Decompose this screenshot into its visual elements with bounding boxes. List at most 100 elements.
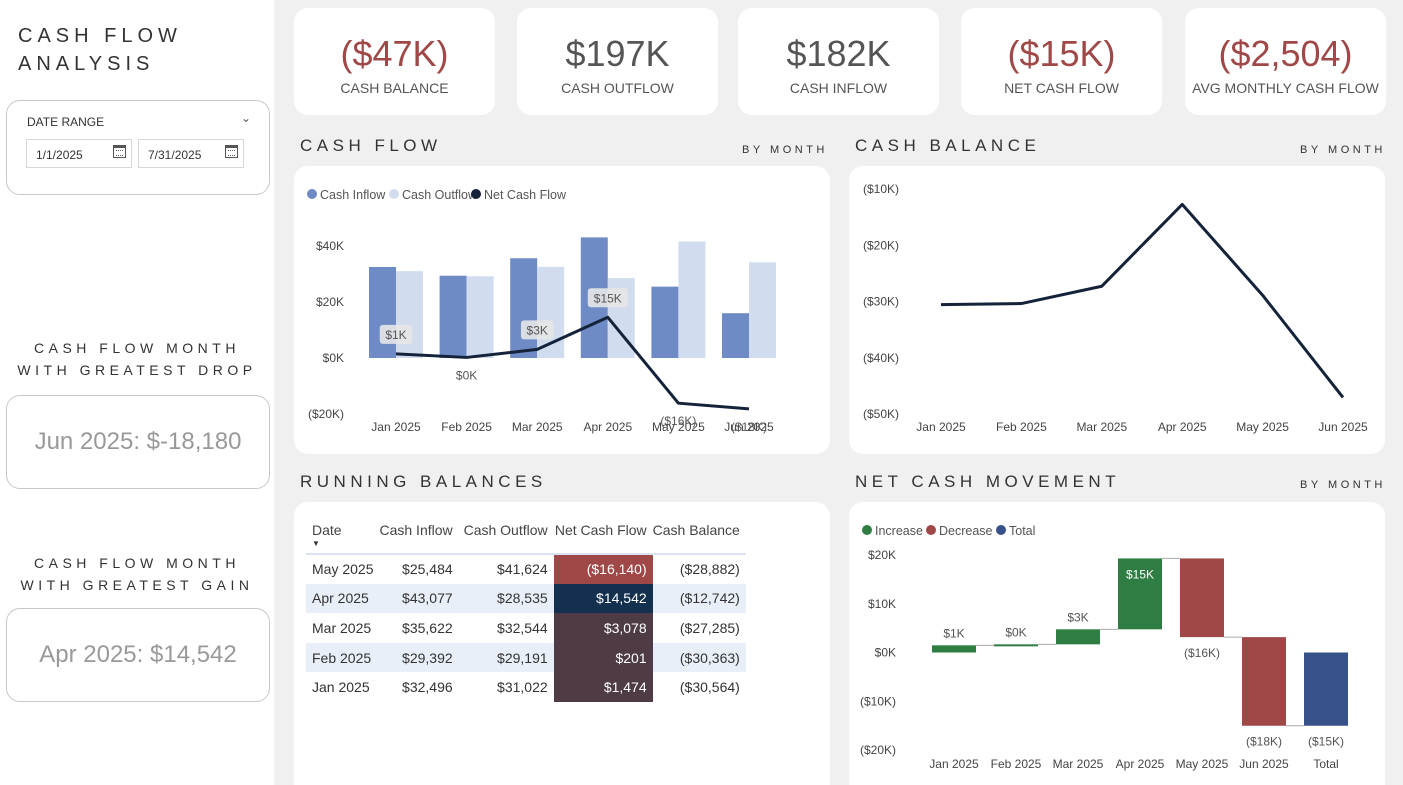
x-tick-label: Jan 2025	[371, 420, 421, 434]
net-cash-movement-panel[interactable]: Increase Decrease Total $20K $10K $0K ($10K) ($…	[849, 502, 1385, 785]
table-row[interactable]: May 2025 $25,484 $41,624 ($16,140) ($28,882)	[306, 554, 746, 584]
data-label: ($15K)	[1308, 735, 1344, 749]
start-date-input[interactable]: 1/1/2025	[26, 139, 132, 168]
data-label-text: $0K	[456, 368, 477, 382]
x-tick-label: Feb 2025	[991, 757, 1042, 771]
legend-label: Decrease	[939, 524, 993, 538]
greatest-drop-card: Jun 2025: $-18,180	[6, 395, 270, 489]
greatest-gain-heading-line2: WITH GREATEST GAIN	[20, 577, 254, 593]
kpi-card-cash-outflow[interactable]: $197K CASH OUTFLOW	[517, 8, 718, 115]
data-label: $1K	[943, 626, 964, 640]
table-row[interactable]: Feb 2025 $29,392 $29,191 $201 ($30,363)	[306, 642, 746, 673]
cell-cash-outflow: $32,544	[497, 619, 548, 636]
x-tick-label: Mar 2025	[1076, 420, 1127, 434]
x-tick-label: Mar 2025	[1053, 757, 1104, 771]
data-label-text: ($16K)	[660, 414, 696, 428]
bar-cash-inflow	[651, 286, 679, 358]
sort-descending-icon[interactable]: ▼	[312, 539, 320, 548]
y-tick-label: ($10K)	[863, 182, 899, 196]
x-tick-label: Total	[1313, 757, 1338, 771]
x-tick-label: Jun 2025	[1318, 420, 1368, 434]
x-tick-label: Apr 2025	[1116, 757, 1165, 771]
chevron-down-icon[interactable]: ⌄	[240, 111, 251, 125]
kpi-card-cash-balance[interactable]: ($47K) CASH BALANCE	[294, 8, 495, 115]
kpi-label: AVG MONTHLY CASH FLOW	[1192, 80, 1379, 96]
column-header-label: Date	[312, 522, 342, 538]
data-label: $3K	[520, 320, 554, 340]
data-label: $3K	[1067, 610, 1088, 624]
data-label: $0K	[1005, 625, 1026, 639]
y-tick-label: ($20K)	[308, 407, 344, 421]
data-label: ($18K)	[731, 420, 767, 434]
greatest-gain-card: Apr 2025: $14,542	[6, 608, 270, 702]
kpi-label: CASH OUTFLOW	[561, 80, 674, 96]
kpi-label: NET CASH FLOW	[1004, 80, 1119, 96]
greatest-gain-heading: CASH FLOW MONTH WITH GREATEST GAIN	[0, 552, 274, 596]
legend-marker	[926, 525, 936, 535]
greatest-drop-value: Jun 2025: $-18,180	[34, 428, 242, 455]
start-date-value: 1/1/2025	[36, 148, 83, 162]
cell-date: Jan 2025	[312, 679, 370, 696]
running-balances-panel[interactable]: Date ▼ Cash Inflow Cash Outflow Net Cash …	[294, 502, 830, 785]
column-header-cash-outflow[interactable]: Cash Outflow	[458, 514, 554, 555]
cell-cash-balance: ($12,742)	[652, 583, 746, 614]
kpi-card-avg-monthly-cash-flow[interactable]: ($2,504) AVG MONTHLY CASH FLOW	[1185, 8, 1386, 115]
x-tick-label: Jan 2025	[916, 420, 966, 434]
table-row[interactable]: Mar 2025 $35,622 $32,544 $3,078 ($27,285)	[306, 613, 746, 643]
cell-cash-balance: ($30,564)	[679, 679, 740, 696]
bar-cash-outflow	[749, 262, 776, 358]
cell-cash-balance: ($30,363)	[652, 642, 746, 673]
kpi-card-cash-inflow[interactable]: $182K CASH INFLOW	[738, 8, 939, 115]
date-range-slicer[interactable]: DATE RANGE ⌄ 1/1/2025 7/31/2025	[6, 100, 270, 195]
y-tick-label: $0K	[875, 646, 896, 660]
running-balances-table[interactable]: Date ▼ Cash Inflow Cash Outflow Net Cash …	[306, 514, 746, 702]
bar-cash-outflow	[678, 241, 706, 358]
y-tick-label: $20K	[868, 548, 896, 562]
bar-cash-inflow	[510, 258, 538, 358]
legend-label: Cash Outflow	[402, 188, 478, 202]
kpi-card-net-cash-flow[interactable]: ($15K) NET CASH FLOW	[961, 8, 1162, 115]
cash-flow-panel[interactable]: Cash Inflow Cash Outflow Net Cash Flow $40K…	[294, 166, 830, 454]
cash-balance-panel[interactable]: ($10K) ($20K) ($30K) ($40K) ($50K) Jan 2025 Fe…	[849, 166, 1385, 454]
end-date-input[interactable]: 7/31/2025	[138, 139, 244, 168]
chart-legend: Increase Decrease Total	[862, 524, 1035, 538]
data-label-text: $3K	[527, 323, 548, 337]
cell-net-cash-flow: $3,078	[553, 613, 653, 643]
cell-cash-outflow: $41,624	[497, 561, 548, 578]
x-tick-label: Feb 2025	[996, 420, 1047, 434]
table-row[interactable]: Apr 2025 $43,077 $28,535 $14,542 ($12,742)	[306, 583, 746, 614]
waterfall-bar	[1304, 652, 1348, 726]
column-header-cash-balance[interactable]: Cash Balance	[652, 514, 746, 555]
cell-cash-outflow: $29,191	[458, 642, 554, 673]
cell-cash-inflow: $43,077	[379, 583, 459, 614]
cell-cash-outflow: $28,535	[458, 583, 554, 614]
column-header-net-cash-flow[interactable]: Net Cash Flow	[553, 514, 653, 555]
waterfall-bar	[1118, 558, 1162, 630]
cash-flow-chart[interactable]: Cash Inflow Cash Outflow Net Cash Flow $40K…	[294, 166, 830, 454]
cell-cash-balance: ($27,285)	[679, 619, 740, 636]
table-row[interactable]: Jan 2025 $32,496 $31,022 $1,474 ($30,564)	[306, 672, 746, 702]
data-label-text: $15K	[594, 291, 622, 305]
calendar-icon[interactable]	[113, 145, 126, 158]
sidebar: CASH FLOW ANALYSIS DATE RANGE ⌄ 1/1/2025…	[0, 0, 274, 785]
y-tick-label: ($20K)	[860, 743, 896, 757]
calendar-icon[interactable]	[225, 145, 238, 158]
end-date-value: 7/31/2025	[148, 148, 202, 162]
bar-cash-outflow	[466, 276, 494, 358]
date-range-title: DATE RANGE	[27, 115, 105, 129]
net-cash-movement-chart[interactable]: Increase Decrease Total $20K $10K $0K ($10K) ($…	[849, 502, 1385, 785]
legend-label: Increase	[875, 524, 923, 538]
column-header-cash-inflow[interactable]: Cash Inflow	[379, 514, 459, 555]
cell-cash-inflow: $25,484	[402, 561, 453, 578]
data-label: ($16K)	[660, 414, 696, 428]
y-tick-label: $10K	[868, 597, 896, 611]
column-header-date[interactable]: Date ▼	[306, 514, 380, 555]
section-subtitle-cash-balance: BY MONTH	[1300, 144, 1386, 156]
y-tick-label: ($50K)	[863, 407, 899, 421]
app-title: CASH FLOW ANALYSIS	[18, 22, 182, 78]
legend-marker	[389, 189, 399, 199]
y-tick-label: ($20K)	[863, 238, 899, 252]
greatest-drop-heading-line2: WITH GREATEST DROP	[17, 362, 257, 378]
data-label: $0K	[456, 368, 477, 382]
cash-balance-chart[interactable]: ($10K) ($20K) ($30K) ($40K) ($50K) Jan 2025 Fe…	[849, 166, 1385, 454]
